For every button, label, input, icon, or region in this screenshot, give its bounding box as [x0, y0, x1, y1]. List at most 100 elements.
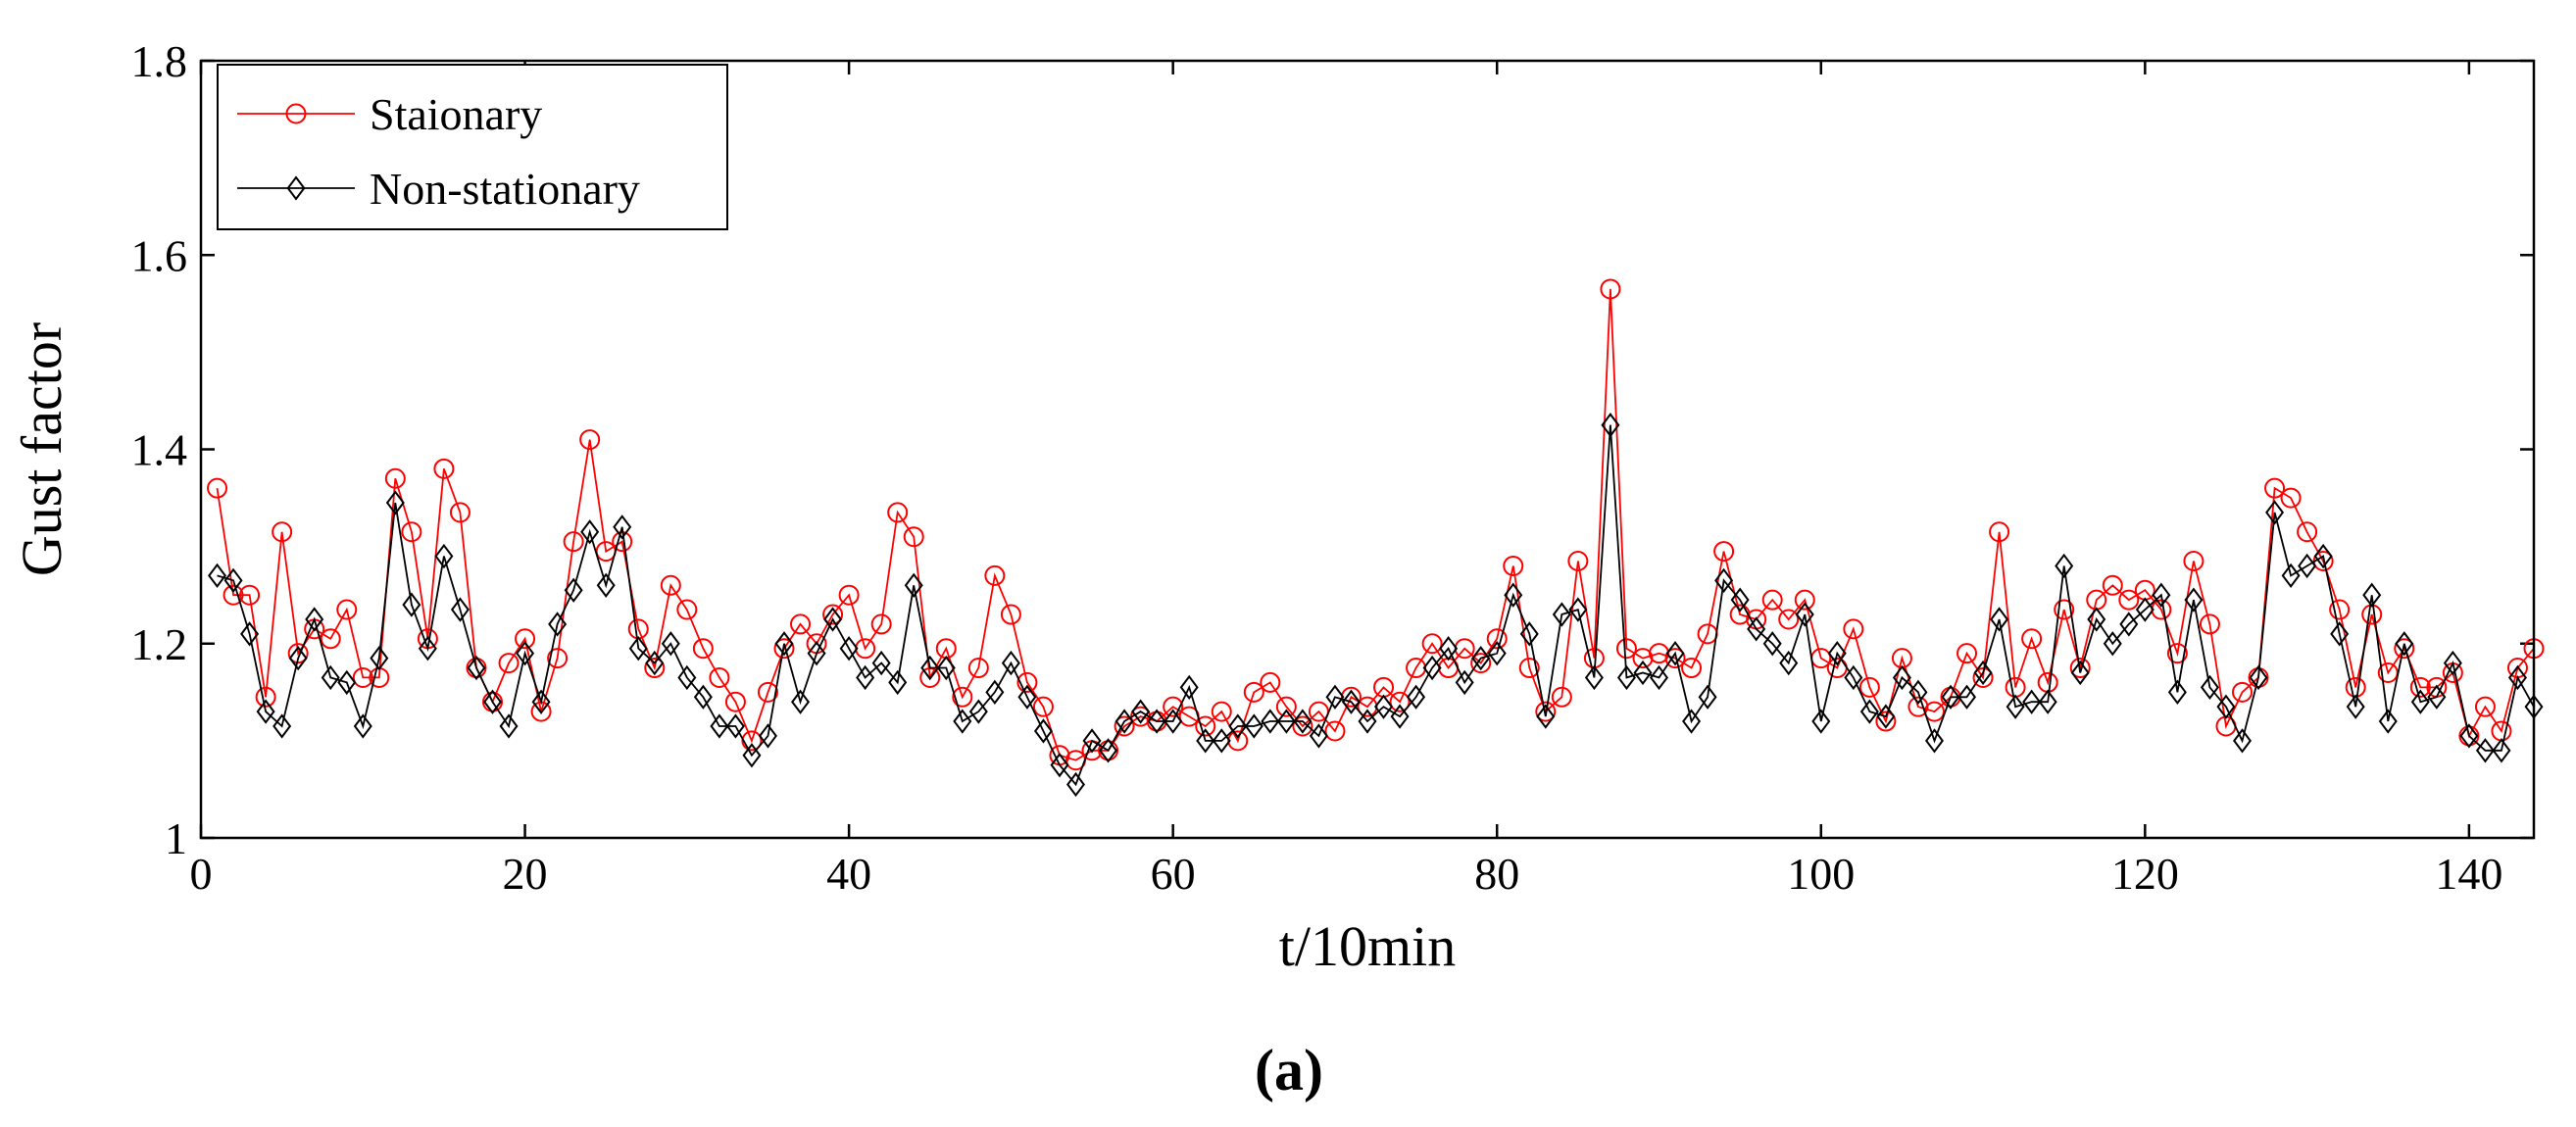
data-point: [741, 730, 763, 752]
data-point: [2362, 582, 2382, 608]
legend-box: [217, 64, 728, 230]
data-point: [1407, 684, 1426, 710]
panel-label: (a): [1255, 1038, 1323, 1102]
data-point: [984, 564, 1006, 586]
data-point: [2038, 689, 2057, 714]
data-point: [1212, 728, 1231, 754]
data-point: [822, 604, 844, 625]
data-point: [1990, 607, 2009, 632]
x-tick-label: 60: [1151, 849, 1196, 899]
data-point: [2102, 574, 2123, 596]
data-point: [1957, 643, 1978, 664]
data-point: [1228, 713, 1248, 739]
y-tick-label: 1.6: [131, 230, 188, 280]
x-tick-label: 80: [1474, 849, 1519, 899]
data-point: [1584, 664, 1604, 691]
data-point: [1196, 728, 1215, 754]
data-point: [1292, 715, 1313, 737]
data-point: [888, 669, 908, 696]
data-point: [807, 640, 826, 666]
data-point: [2069, 658, 2091, 679]
data-point: [336, 599, 358, 620]
data-point: [1761, 589, 1783, 611]
data-point: [240, 621, 260, 647]
data-point: [1374, 694, 1394, 719]
data-point: [1033, 718, 1053, 744]
y-axis-label: Gust factor: [10, 322, 74, 576]
data-point: [1601, 413, 1620, 438]
data-point: [255, 686, 276, 708]
data-point: [773, 638, 795, 660]
data-point: [1293, 709, 1313, 734]
data-point: [2054, 599, 2075, 620]
data-point: [710, 713, 729, 739]
data-point: [1552, 602, 1571, 627]
data-point: [1260, 671, 1281, 693]
data-point: [1455, 669, 1474, 696]
data-point: [1017, 684, 1037, 710]
data-point: [2087, 607, 2106, 632]
data-point: [1114, 715, 1135, 737]
data-point: [288, 645, 308, 671]
data-point: [564, 577, 583, 603]
data-point: [1066, 771, 1085, 798]
data-point: [1762, 631, 1782, 657]
series-1: [208, 413, 2544, 798]
data-point: [337, 669, 357, 696]
data-point: [1390, 704, 1410, 729]
legend-label: Non-stationary: [370, 164, 640, 214]
legend-entry: Non-stationary: [237, 164, 640, 214]
data-point: [1633, 660, 1653, 686]
data-point: [580, 519, 600, 545]
data-point: [1000, 604, 1021, 625]
data-point: [2395, 631, 2414, 657]
data-point: [1714, 567, 1734, 593]
legend-label: Staionary: [370, 89, 542, 139]
data-point: [2166, 643, 2188, 664]
data-point: [2103, 631, 2122, 657]
legend-marker: [286, 175, 306, 201]
data-point: [499, 713, 519, 739]
data-point: [2167, 679, 2187, 705]
data-point: [1164, 709, 1183, 734]
data-point: [1698, 684, 1717, 710]
data-point: [1567, 550, 1589, 571]
data-point: [2006, 694, 2025, 719]
data-point: [2507, 664, 2527, 691]
data-point: [239, 584, 261, 606]
legend: Staionary Non-stationary: [217, 64, 728, 230]
data-point: [2409, 676, 2431, 698]
x-tick-label: 120: [2111, 849, 2179, 899]
data-point: [1276, 709, 1296, 734]
data-point: [2232, 681, 2253, 703]
data-point: [1551, 686, 1572, 708]
data-point: [1309, 723, 1328, 749]
data-point: [1616, 664, 1636, 691]
data-point: [433, 458, 455, 479]
data-point: [2118, 589, 2140, 611]
legend-marker: [285, 103, 307, 124]
data-point: [1421, 633, 1443, 655]
data-point: [498, 653, 520, 674]
plot-area-frame: [199, 59, 2536, 840]
data-point: [2216, 694, 2236, 719]
data-point: [2394, 638, 2415, 660]
data-point: [1600, 278, 1621, 300]
data-point: [904, 572, 923, 598]
data-point: [272, 521, 293, 543]
data-point: [2280, 487, 2302, 509]
data-point: [725, 713, 745, 739]
data-point: [1682, 709, 1702, 734]
data-point: [483, 689, 502, 714]
data-point: [1486, 628, 1508, 650]
data-point: [1747, 616, 1766, 642]
data-point: [644, 658, 666, 679]
data-point: [1001, 650, 1020, 676]
data-point: [1875, 710, 1897, 732]
series-line: [217, 424, 2535, 787]
data-point: [1211, 701, 1232, 722]
legend-entry: Staionary: [237, 89, 542, 139]
x-tick-label: 0: [190, 849, 213, 899]
data-point: [1275, 696, 1297, 717]
data-point: [2264, 477, 2286, 499]
